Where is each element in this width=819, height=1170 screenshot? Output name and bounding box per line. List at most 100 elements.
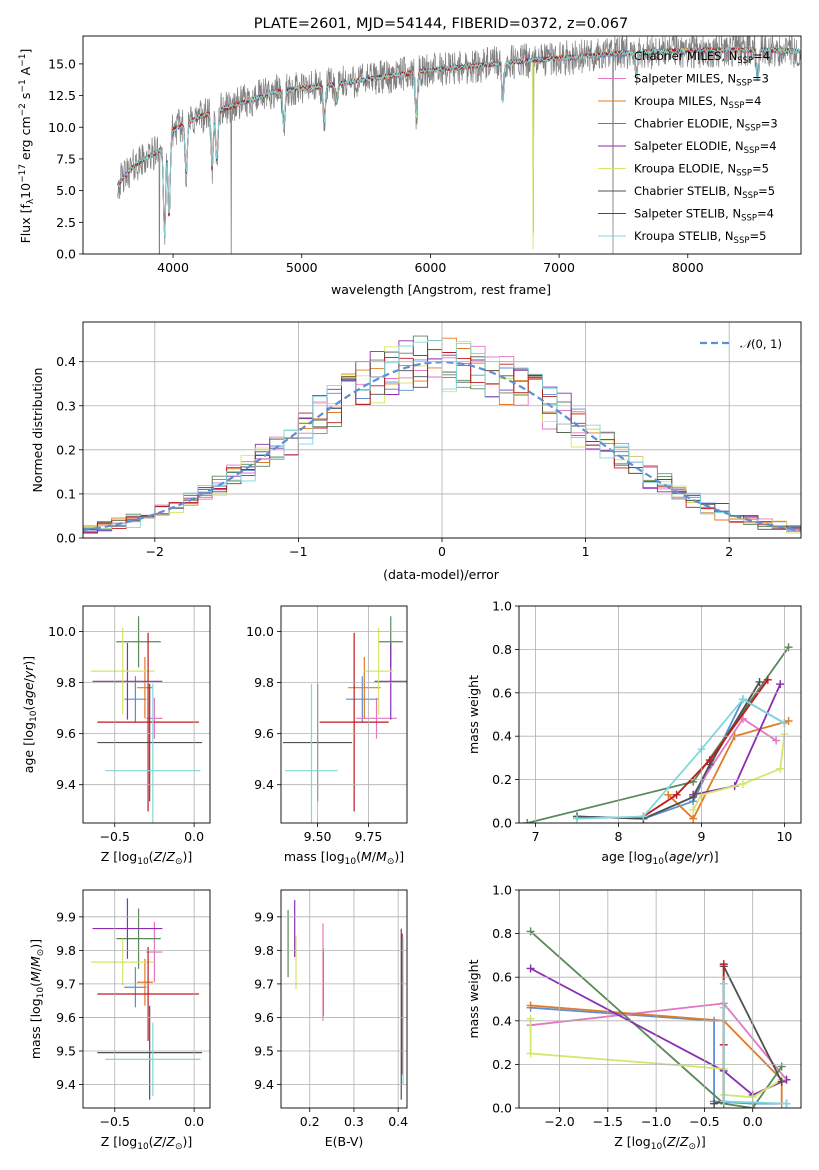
y-tick-label: 0.3 [56,398,76,413]
weight-marker [776,680,785,689]
plot-area [523,643,793,823]
spectrum-data-line [117,36,801,254]
x-axis-label: Z [log10(Z/Z⊙)] [614,1134,706,1152]
y-tick-label: 1.0 [492,883,512,898]
x-tick-label: 1 [582,544,590,559]
legend-label: Chabrier MILES, NSSP=4 [634,49,770,66]
x-tick-label: 8 [615,829,623,844]
weight-marker [710,1099,719,1108]
y-axis-label: mass [log10(M/M⊙)] [28,939,46,1059]
x-tick-label: 0.0 [743,1114,763,1129]
error-bar [116,616,161,668]
weight-marker [526,927,535,936]
weight-marker [777,1062,786,1071]
weight-line [642,679,769,818]
x-tick-label: 0.0 [184,829,204,844]
x-tick-label: −0.5 [100,829,130,844]
grid [309,890,399,1108]
y-tick-label: 9.8 [254,675,274,690]
y-tick-label: 0.4 [492,729,512,744]
y-axis-label: mass weight [466,675,481,754]
weight-marker [738,695,747,704]
x-tick-label: −2.0 [544,1114,574,1129]
error-bar [136,958,153,1006]
legend: Chabrier MILES, NSSP=4 Salpeter MILES, NS… [598,49,778,246]
x-tick-label: −1.0 [641,1114,671,1129]
y-tick-label: 1.0 [492,599,512,614]
x-tick-label: −2 [146,544,164,559]
y-tick-label: 0.0 [56,247,76,262]
plot-area [90,898,203,1100]
error-bar [105,1022,201,1097]
weight-marker [784,717,793,726]
weight-line [530,930,783,1108]
error-bar [116,908,161,969]
y-tick-label: 0.4 [492,1013,512,1028]
error-bar [97,632,199,812]
grid [83,631,210,786]
x-tick-label: 2 [725,544,733,559]
x-tick-label: −1.5 [593,1114,623,1129]
grid [281,916,407,1085]
x-tick-label: −1 [289,544,307,559]
plot-area [287,900,404,1100]
grid [281,631,407,786]
x-axis-label: age [log10(age/yr)] [601,849,718,867]
y-tick-label: 9.8 [56,943,76,958]
weight-marker [777,1077,786,1086]
weight-marker [526,1049,535,1058]
weight-line [693,683,782,796]
weight-marker [719,1003,728,1012]
y-tick-label: 9.4 [56,777,76,792]
y-axis-label: mass weight [466,959,481,1038]
axes-frame [518,889,802,1109]
weight-marker [782,1099,791,1108]
weight-marker [784,643,793,652]
x-tick-label: 9.50 [304,829,332,844]
x-axis-label: E(B-V) [325,1134,364,1149]
y-axis-label: Flux [fλ10−17 erg cm−2 s−1 A−1] [18,49,36,244]
y-tick-label: 9.9 [56,909,76,924]
y-tick-label: 10.0 [48,120,76,135]
x-axis-label: Z [log10(Z/Z⊙)] [101,849,193,867]
chart-title: PLATE=2601, MJD=54144, FIBERID=0372, z=0… [254,16,628,32]
x-tick-label: 0.4 [388,1114,408,1129]
weight-marker [526,964,535,973]
y-tick-label: 0.6 [492,685,512,700]
weight-marker [526,1014,535,1023]
y-tick-label: 5.0 [56,183,76,198]
weight-line [527,646,790,823]
y-tick-label: 9.4 [254,1077,274,1092]
error-bar [319,632,389,812]
weight-line [722,983,787,1105]
legend-label: Kroupa MILES, NSSP=4 [634,94,761,111]
weight-marker [719,960,728,969]
chart-z_age: −0.5 0.0 9.4 9.6 9.8 10.0 Z [log10(Z/Z⊙)] age [… [21,605,211,867]
axes-frame [82,605,211,824]
x-tick-label: 0 [438,544,446,559]
y-tick-label: 10.0 [246,624,274,639]
chart-age_weight: 7 8 9 10 0.0 0.2 0.4 0.6 0.8 1.0 age [log10(age/yr… [466,599,802,867]
error-bar [364,627,393,715]
weight-marker [763,675,772,684]
grid [83,916,210,1085]
y-tick-label: 9.6 [56,726,76,741]
axes-frame [518,605,802,824]
x-tick-label: 9 [697,829,705,844]
y-tick-label: 0.0 [56,531,76,546]
y-tick-label: 15.0 [48,56,76,71]
weight-marker [689,805,698,814]
error-bar [346,676,379,723]
y-tick-label: 0.0 [492,816,512,831]
error-bar [374,643,407,720]
y-tick-label: 9.9 [254,909,274,924]
plot-area [90,616,203,823]
grid [83,322,801,539]
legend-label: Chabrier ELODIE, NSSP=3 [634,117,778,134]
legend-label: Kroupa ELODIE, NSSP=5 [634,162,769,179]
chart-z_weight: −2.0 −1.5 −1.0 −0.5 0.0 0.0 0.2 0.4 0.6 0.8 1.0 Z [… [466,883,802,1152]
y-tick-label: 0.1 [56,486,76,501]
y-tick-label: 9.4 [254,777,274,792]
legend-label: Kroupa STELIB, NSSP=5 [634,229,766,246]
weight-marker [772,736,781,745]
